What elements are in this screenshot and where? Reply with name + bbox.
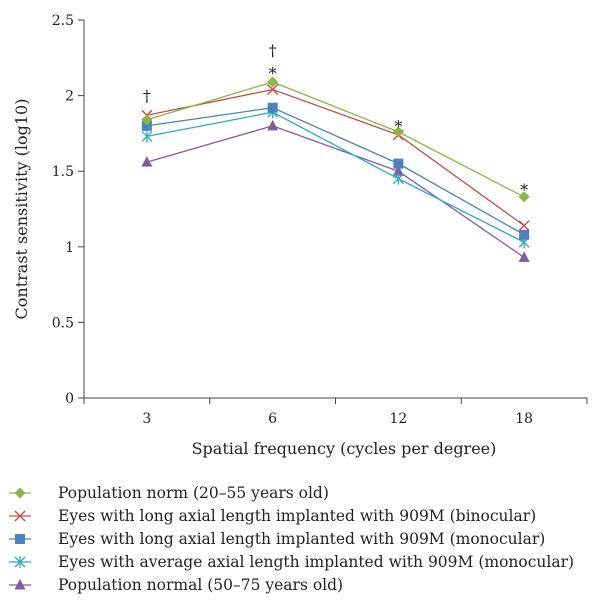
- legend-label: Eyes with long axial length implanted wi…: [58, 507, 536, 525]
- y-tick-label: 1: [65, 240, 74, 256]
- legend-item: Eyes with long axial length implanted wi…: [9, 507, 536, 525]
- significance-annotation: †: [143, 87, 151, 106]
- data-point: [141, 114, 153, 126]
- y-tick-label: 2.5: [52, 13, 74, 29]
- x-axis-title: Spatial frequency (cycles per degree): [192, 439, 497, 458]
- legend-item: Eyes with long axial length implanted wi…: [9, 530, 545, 548]
- series-line: [146, 125, 525, 258]
- legend-marker: [14, 579, 26, 590]
- series-line: [146, 88, 525, 227]
- series-3: [141, 102, 530, 240]
- y-tick-label: 2: [65, 89, 74, 105]
- legend-item: Eyes with average axial length implanted…: [9, 553, 574, 571]
- data-point: [141, 156, 153, 167]
- legend-marker: [15, 534, 25, 544]
- series-line: [146, 107, 525, 236]
- data-point: [267, 84, 279, 96]
- data-point: [518, 220, 530, 232]
- x-tick-label: 12: [389, 411, 407, 427]
- y-tick-label: 0: [65, 391, 74, 407]
- data-point: [392, 172, 404, 185]
- data-point: [267, 119, 279, 131]
- series-5: [141, 119, 530, 262]
- data-point: [392, 126, 404, 138]
- series-line: [146, 81, 525, 198]
- legend-item: Population normal (50–75 years old): [9, 576, 343, 594]
- data-point: [267, 102, 278, 113]
- legend-marker: [14, 487, 26, 499]
- data-point: [267, 76, 279, 88]
- data-point: [518, 251, 530, 262]
- x-tick-label: 3: [142, 411, 151, 427]
- y-tick-label: 0.5: [52, 315, 74, 331]
- y-tick-label: 1.5: [52, 164, 74, 180]
- significance-annotation: *: [269, 64, 277, 83]
- x-ticks: 3 6 12 18: [83, 398, 588, 427]
- legend-label: Eyes with long axial length implanted wi…: [58, 530, 545, 548]
- legend-marker: [14, 556, 26, 568]
- legend-label: Population norm (20–55 years old): [58, 484, 329, 502]
- significance-annotation: *: [520, 180, 528, 199]
- legend-label: Eyes with average axial length implanted…: [58, 553, 574, 571]
- significance-annotation: *: [394, 117, 402, 136]
- series-line: [146, 111, 525, 243]
- data-point: [518, 191, 530, 203]
- legend-marker: [14, 510, 26, 522]
- y-ticks: 0 0.5 1 1.5 2 2.5: [52, 13, 84, 407]
- legend-item: Population norm (20–55 years old): [9, 484, 329, 502]
- data-point: [141, 130, 153, 143]
- y-axis-title: Contrast sensitivity (log10): [12, 99, 31, 320]
- series-4: [141, 106, 530, 249]
- series-layer: [141, 76, 530, 262]
- data-point: [392, 165, 404, 176]
- data-point: [141, 120, 152, 131]
- axes: [83, 20, 587, 399]
- annotation-layer: † † * * *: [143, 41, 528, 199]
- data-point: [393, 158, 404, 169]
- data-point: [519, 229, 530, 240]
- x-tick-label: 18: [515, 411, 533, 427]
- legend-label: Population normal (50–75 years old): [58, 576, 343, 594]
- legend: Population norm (20–55 years old) Eyes wi…: [9, 484, 574, 594]
- significance-annotation: †: [269, 41, 277, 60]
- x-tick-label: 6: [268, 411, 277, 427]
- series-1: [141, 76, 530, 203]
